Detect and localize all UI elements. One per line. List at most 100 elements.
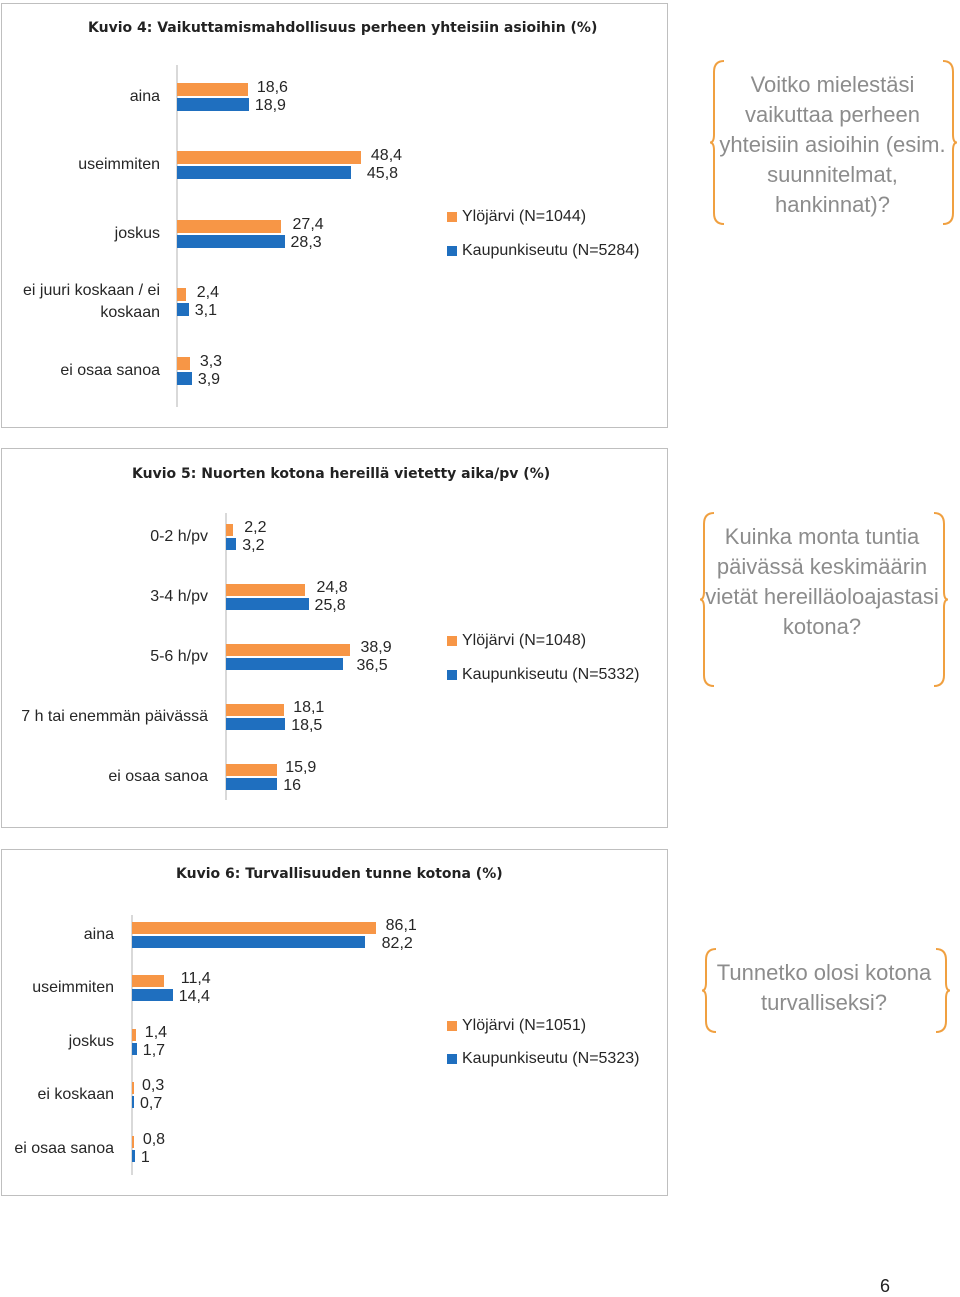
legend-text: Ylöjärvi (N=1051) [462,1017,587,1034]
category-label: ei koskaan [37,1086,115,1103]
data-label: 0,7 [139,1095,163,1112]
category-label: aina [83,926,114,943]
data-label: 1 [140,1149,150,1166]
data-label: 18,9 [254,97,286,114]
bar-ylojarvi [177,357,190,370]
legend-kaupunkiseutu: Kaupunkiseutu (N=5323) [447,1050,639,1068]
bar-kaupunkiseutu [177,98,249,111]
bar-ylojarvi [177,83,248,96]
bar-kaupunkiseutu [177,235,285,248]
legend-swatch [447,636,457,646]
bar-kaupunkiseutu [132,1096,134,1108]
data-label: 14,4 [178,988,210,1005]
category-label: ei osaa sanoa [60,362,160,379]
data-label: 3,2 [242,537,265,554]
legend-text: Kaupunkiseutu (N=5332) [462,666,640,683]
category-label: 0-2 h/pv [150,528,208,545]
question-text: Tunnetko olosi kotona turvalliseksi? [716,960,932,1015]
data-label: 82,2 [381,935,413,952]
bar-ylojarvi [132,1136,135,1148]
chart-panel-6 [1,849,668,1196]
category-label: useimmiten [78,156,160,173]
data-label: 2,2 [244,519,267,536]
data-label: 18,1 [293,699,325,716]
data-label: 28,3 [290,234,322,251]
bar-ylojarvi [177,220,282,233]
page-number: 6 [879,1276,890,1296]
bar-ylojarvi [177,288,187,301]
data-label: 25,8 [314,597,346,614]
data-label: 3,9 [197,371,221,388]
bracket-left [700,512,715,687]
bar-ylojarvi [132,922,376,934]
data-label: 36,5 [356,657,388,674]
data-label: 15,9 [285,759,317,776]
bar-ylojarvi [226,764,277,776]
bar-ylojarvi [177,151,361,164]
data-label: 48,4 [370,147,403,164]
bracket-left [710,60,725,225]
category-label: 3-4 h/pv [150,588,208,605]
bar-kaupunkiseutu [177,372,192,385]
bracket-frame [702,948,950,1033]
data-label: 1,4 [144,1024,168,1041]
legend-text: Kaupunkiseutu (N=5284) [462,242,640,259]
category-label: joskus [114,225,160,242]
bar-kaupunkiseutu [226,598,309,610]
legend-kaupunkiseutu: Kaupunkiseutu (N=5284) [447,242,639,260]
legend-swatch [447,1021,457,1031]
legend-swatch [447,246,457,256]
legend-ylojarvi: Ylöjärvi (N=1044) [447,208,586,226]
category-label: 5-6 h/pv [150,648,208,665]
bracket-frame [700,512,948,687]
bar-kaupunkiseutu [226,538,237,550]
legend-swatch [447,670,457,680]
chart-title: Kuvio 5: Nuorten kotona hereillä vietett… [132,466,551,482]
legend-swatch [447,1054,457,1064]
chart-title: Kuvio 6: Turvallisuuden tunne kotona (%) [176,866,503,882]
legend-text: Ylöjärvi (N=1044) [462,208,587,225]
data-label: 0,3 [141,1077,165,1094]
bar-kaupunkiseutu [226,778,278,790]
bar-ylojarvi [132,975,165,987]
legend-swatch [447,212,457,222]
chart-panel-4 [1,3,668,428]
category-label: aina [129,88,160,105]
bar-ylojarvi [226,644,351,656]
y-axis-line [225,513,227,800]
category-label: 7 h tai enemmän päivässä [21,708,208,725]
data-label: 2,4 [196,284,220,301]
data-label: 1,7 [142,1042,166,1059]
legend-kaupunkiseutu: Kaupunkiseutu (N=5332) [447,666,639,684]
data-label: 3,3 [199,353,223,370]
bar-ylojarvi [132,1029,136,1041]
bar-ylojarvi [132,1082,134,1094]
bar-ylojarvi [226,524,234,536]
bar-kaupunkiseutu [132,1043,137,1055]
bracket-right [933,512,948,687]
chart-panel-5 [1,448,668,828]
bar-kaupunkiseutu [226,718,286,730]
data-label: 11,4 [180,970,211,987]
category-label: useimmiten [32,979,114,996]
data-label: 24,8 [316,579,348,596]
data-label: 45,8 [366,165,399,182]
category-label: ei osaa sanoa [14,1140,114,1157]
legend-ylojarvi: Ylöjärvi (N=1051) [447,1017,586,1035]
category-label: ei osaa sanoa [108,768,208,785]
bar-ylojarvi [226,704,284,716]
data-label: 86,1 [385,917,417,934]
legend-ylojarvi: Ylöjärvi (N=1048) [447,632,586,650]
bar-kaupunkiseutu [177,303,189,316]
data-label: 18,5 [291,717,323,734]
legend-text: Ylöjärvi (N=1048) [462,632,587,649]
bar-kaupunkiseutu [132,1150,135,1162]
question-text: Voitko mielestäsi vaikuttaa perheen yhte… [719,72,946,217]
question-text: Kuinka monta tuntia päivässä keskimäärin… [705,524,939,639]
chart-title: Kuvio 4: Vaikuttamismahdollisuus perheen… [88,20,598,36]
bar-kaupunkiseutu [177,166,352,179]
bracket-left [702,948,717,1033]
bracket-right [935,948,950,1033]
category-label: ei juuri koskaan / ei koskaan [23,282,160,321]
bracket-frame [710,60,957,225]
